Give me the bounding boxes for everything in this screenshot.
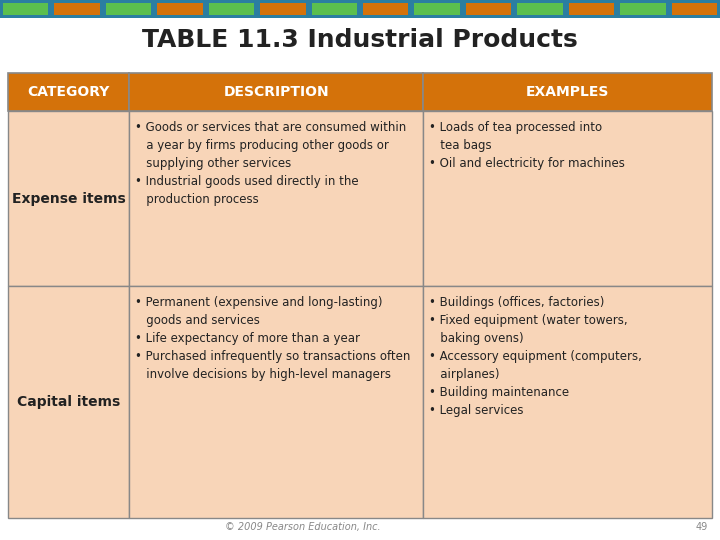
Text: © 2009 Pearson Education, Inc.: © 2009 Pearson Education, Inc. [225,522,380,532]
Bar [517,3,563,15]
Bar [363,3,408,15]
Bar [106,3,151,15]
Bar [423,73,712,111]
Text: Expense items: Expense items [12,192,125,206]
Bar [260,3,305,15]
Text: TABLE 11.3 Industrial Products: TABLE 11.3 Industrial Products [142,28,578,52]
Text: 49: 49 [696,522,708,532]
Bar [129,286,423,518]
Bar [415,3,460,15]
Bar [466,3,511,15]
Bar [569,3,614,15]
Bar [129,111,423,286]
Bar [3,3,48,15]
Bar [8,73,129,111]
Bar [209,3,254,15]
Text: CATEGORY: CATEGORY [27,85,109,99]
Bar [423,111,712,286]
Bar [8,111,129,286]
Text: EXAMPLES: EXAMPLES [526,85,609,99]
Bar [312,3,357,15]
Bar [0,0,720,18]
Bar [620,3,665,15]
Bar [55,3,100,15]
Bar [8,286,129,518]
Bar [157,3,203,15]
Text: DESCRIPTION: DESCRIPTION [223,85,329,99]
Text: • Goods or services that are consumed within
   a year by firms producing other : • Goods or services that are consumed wi… [135,121,406,206]
Bar [423,286,712,518]
Bar [672,3,717,15]
Text: • Buildings (offices, factories)
• Fixed equipment (water towers,
   baking oven: • Buildings (offices, factories) • Fixed… [429,296,642,417]
Bar [129,73,423,111]
Text: Capital items: Capital items [17,395,120,409]
Text: • Permanent (expensive and long-lasting)
   goods and services
• Life expectancy: • Permanent (expensive and long-lasting)… [135,296,410,381]
Text: • Loads of tea processed into
   tea bags
• Oil and electricity for machines: • Loads of tea processed into tea bags •… [429,121,625,170]
